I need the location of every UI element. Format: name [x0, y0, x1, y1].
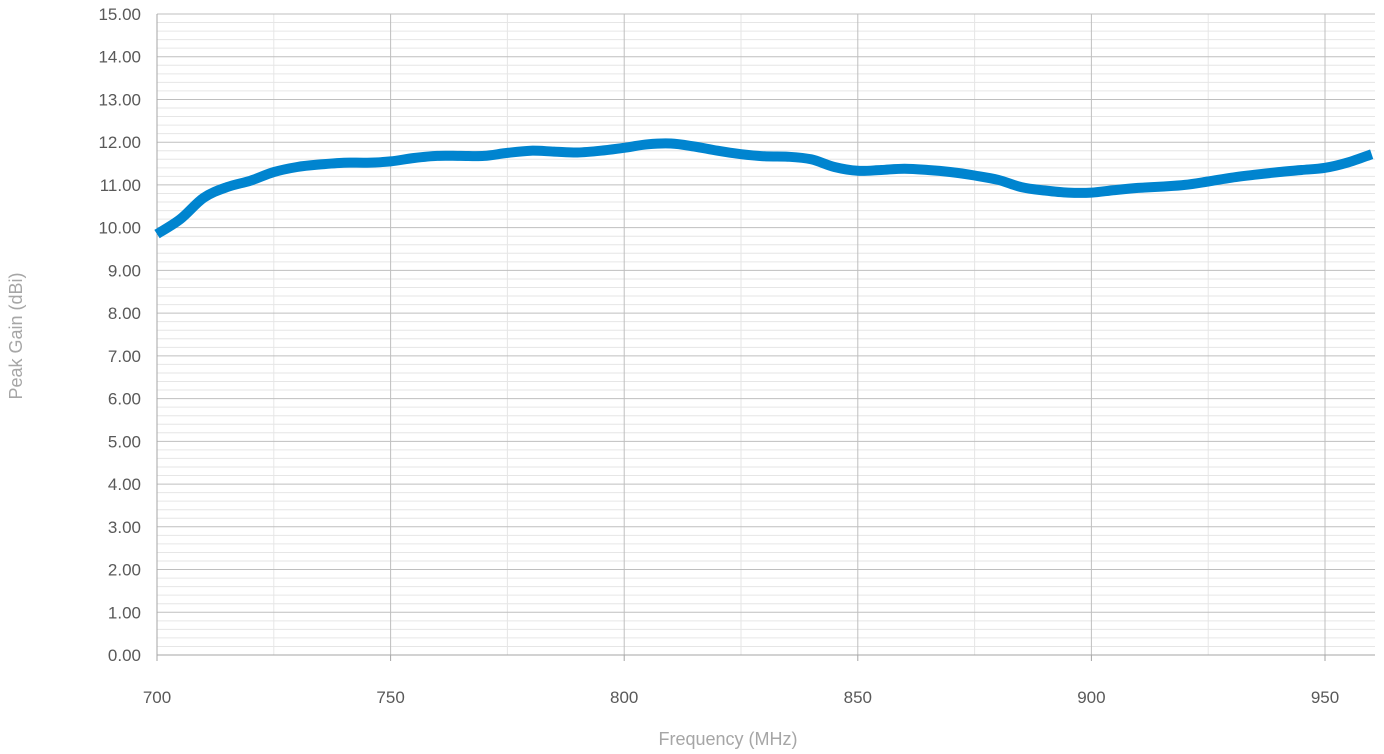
y-tick-label: 3.00 — [108, 518, 141, 537]
x-tick-label: 750 — [376, 688, 404, 707]
x-tick-label: 950 — [1311, 688, 1339, 707]
y-tick-label: 10.00 — [98, 219, 141, 238]
y-tick-label: 8.00 — [108, 304, 141, 323]
minor-grid — [157, 14, 1375, 655]
y-tick-label: 14.00 — [98, 48, 141, 67]
y-tick-label: 13.00 — [98, 90, 141, 109]
y-tick-label: 2.00 — [108, 561, 141, 580]
major-grid — [157, 13, 1375, 655]
y-tick-labels: 0.00 1.00 2.00 3.00 4.00 5.00 6.00 7.00 8.00 9.00… — [98, 5, 141, 665]
axes — [156, 14, 1375, 661]
y-tick-label: 12.00 — [98, 133, 141, 152]
x-tick-labels: 700 750 800 850 900 950 — [143, 688, 1339, 707]
y-tick-label: 0.00 — [108, 646, 141, 665]
y-tick-label: 9.00 — [108, 261, 141, 280]
x-tick-label: 850 — [844, 688, 872, 707]
y-tick-label: 15.00 — [98, 5, 141, 24]
y-tick-label: 5.00 — [108, 432, 141, 451]
y-axis-title: Peak Gain (dBi) — [6, 272, 26, 399]
x-tick-label: 700 — [143, 688, 171, 707]
y-tick-label: 11.00 — [100, 176, 141, 195]
y-tick-label: 4.00 — [108, 475, 141, 494]
x-tick-label: 800 — [610, 688, 638, 707]
y-tick-label: 1.00 — [108, 603, 141, 622]
series-line-peak-gain — [154, 138, 1374, 239]
x-axis-title: Frequency (MHz) — [658, 729, 797, 749]
x-tick-label: 900 — [1077, 688, 1105, 707]
y-tick-label: 7.00 — [108, 347, 141, 366]
y-tick-label: 6.00 — [108, 390, 141, 409]
series-layer — [154, 138, 1374, 239]
